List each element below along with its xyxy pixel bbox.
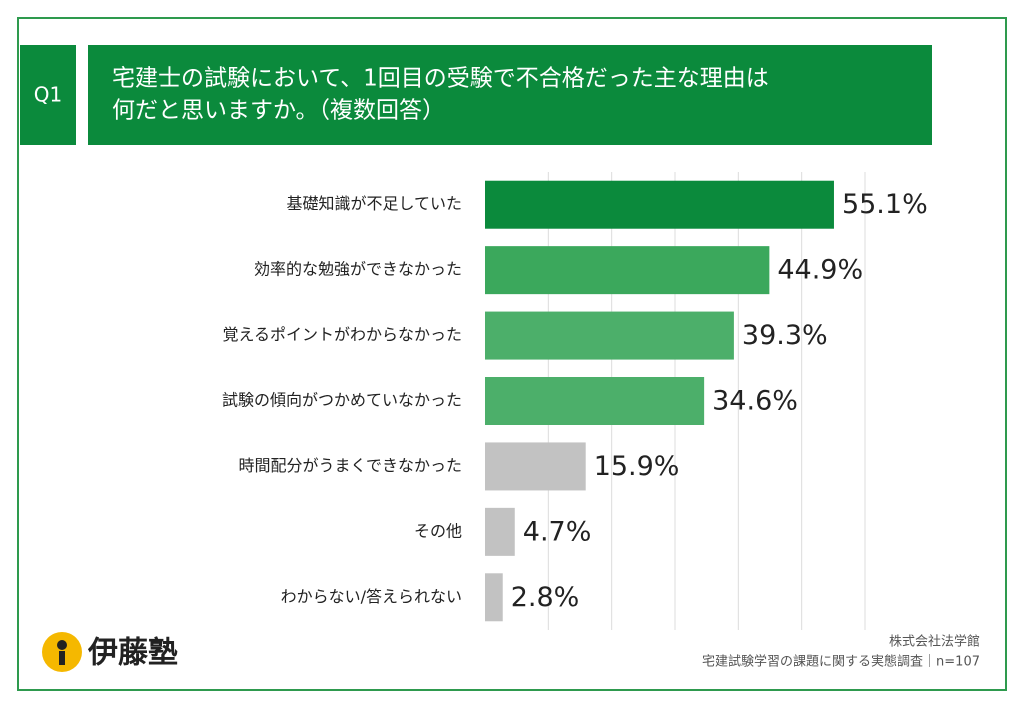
bar [485,377,705,425]
bar [485,180,834,229]
value-label: 4.7% [523,516,592,547]
y-tick-label: 時間配分がうまくできなかった [238,456,462,475]
y-tick-label: 試験の傾向がつかめていなかった [222,391,462,410]
y-tick-label: 覚えるポイントがわからなかった [222,325,462,344]
chart-title: 何だと思いますか。（複数回答） [112,98,445,124]
question-number: Q1 [34,83,62,107]
source: 宅建試験学習の課題に関する実態調査｜n=107 [702,654,980,670]
value-label: 44.9% [777,255,863,286]
y-tick-label: 基礎知識が不足していた [286,194,462,213]
question-badge [20,45,76,145]
logo-icon [57,640,67,650]
y-tick-label: 効率的な勉強ができなかった [254,260,462,279]
title-box [88,45,932,145]
value-label: 15.9% [594,451,680,482]
y-tick-label: その他 [414,521,462,540]
bar [485,442,586,491]
bar [485,311,734,360]
logo-icon [59,651,65,665]
value-label: 34.6% [712,386,798,417]
logo-text: 伊藤塾 [87,636,178,671]
value-label: 55.1% [842,189,928,220]
bar [485,246,770,295]
bar [485,573,503,622]
source: 株式会社法学館 [889,634,980,650]
bar [485,507,515,556]
value-label: 2.8% [511,582,580,613]
value-label: 39.3% [742,320,828,351]
y-tick-label: わからない/答えられない [281,587,462,606]
chart-title: 宅建士の試験において、1回目の受験で不合格だった主な理由は [112,66,769,92]
